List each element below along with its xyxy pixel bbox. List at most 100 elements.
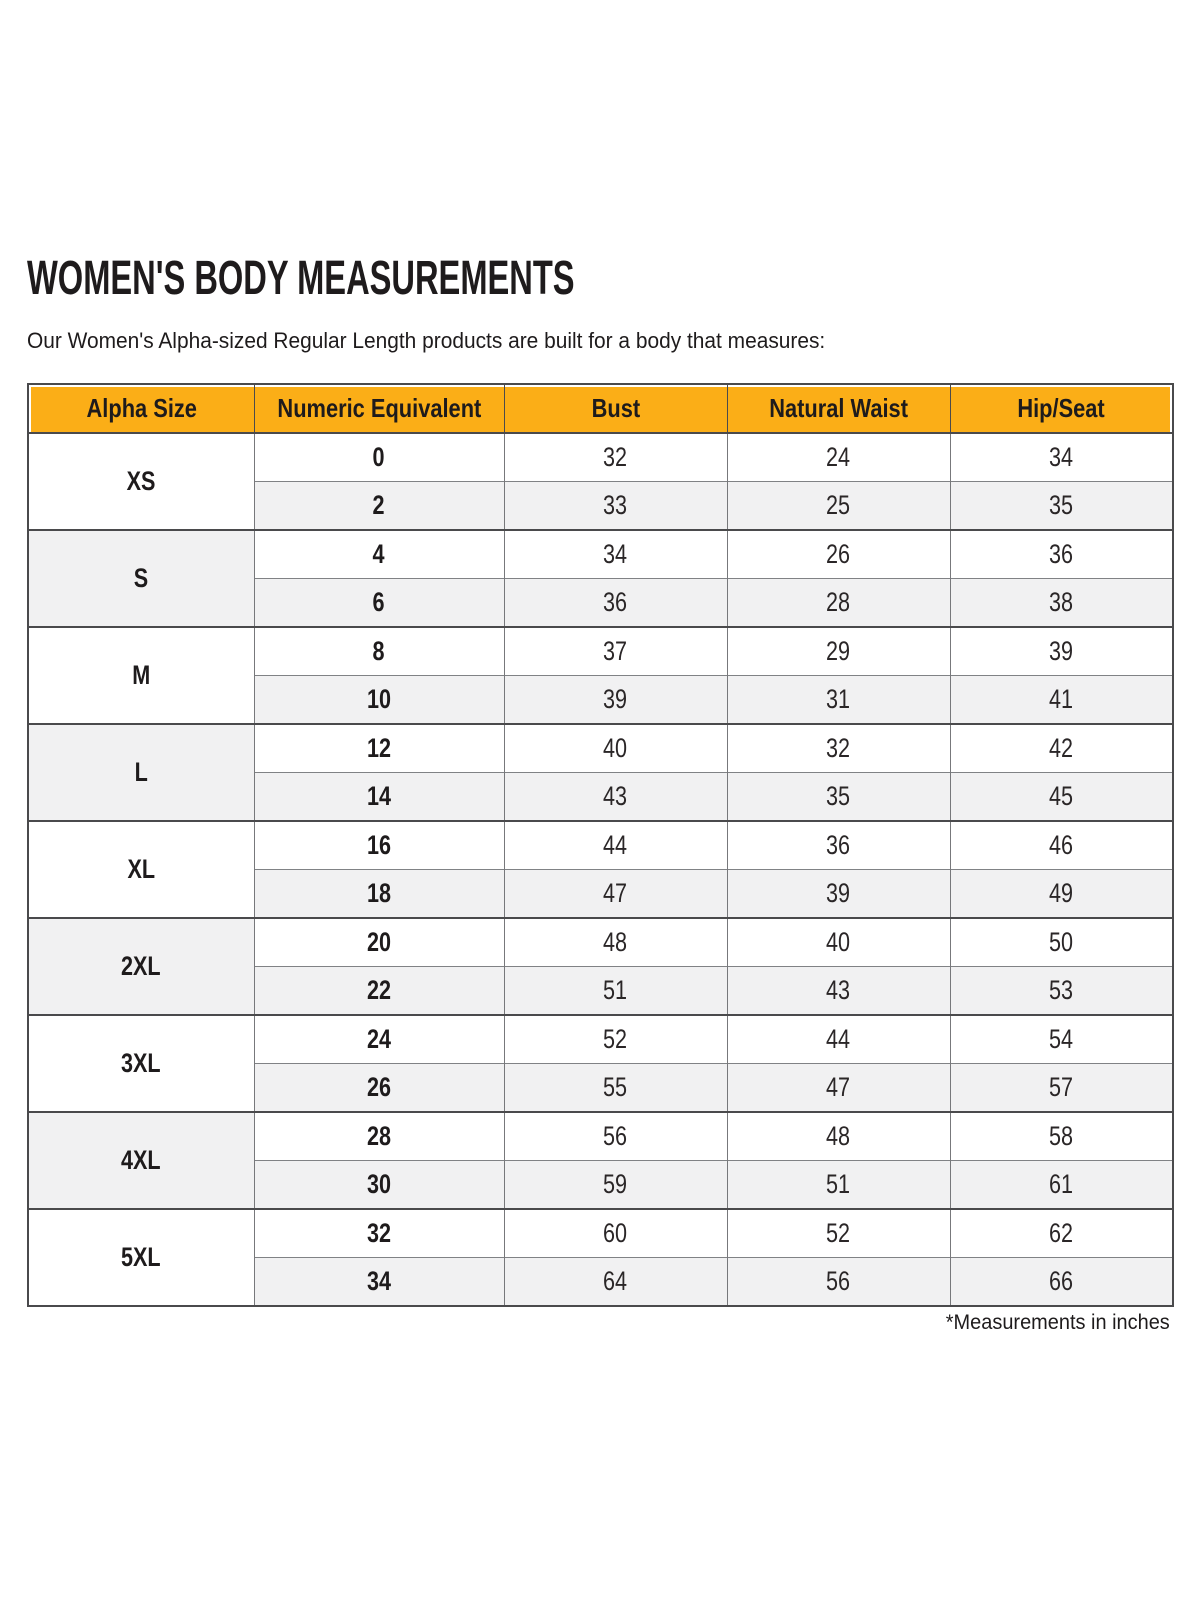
- table-row: 18 47 39 49: [28, 869, 1173, 918]
- waist-cell: 32: [726, 724, 950, 773]
- hip-cell: 50: [949, 918, 1173, 967]
- bust-cell: 55: [503, 1063, 727, 1112]
- table-row: 4XL 28 56 48 58: [27, 1112, 1173, 1209]
- table-row: 6 36 28 38: [28, 578, 1173, 627]
- waist-cell: 25: [726, 481, 950, 530]
- hip-cell: 57: [949, 1063, 1173, 1112]
- table-row: 2 33 25 35: [28, 481, 1173, 530]
- hip-cell: 42: [949, 724, 1173, 773]
- numeric-cell: 26: [253, 1063, 504, 1112]
- bust-cell: 51: [503, 966, 727, 1015]
- hip-cell: 45: [949, 772, 1173, 821]
- waist-cell: 48: [726, 1112, 950, 1161]
- alpha-size-cell: L: [27, 724, 254, 821]
- page-title: WOMEN'S BODY MEASUREMENTS: [27, 252, 575, 305]
- hip-cell: 62: [949, 1209, 1173, 1258]
- alpha-size-cell: S: [27, 530, 254, 627]
- alpha-size-cell: 3XL: [27, 1015, 254, 1112]
- bust-cell: 52: [503, 1015, 727, 1064]
- waist-cell: 26: [726, 530, 950, 579]
- numeric-cell: 10: [253, 675, 504, 724]
- waist-cell: 52: [726, 1209, 950, 1258]
- header-numeric-equivalent: Numeric Equivalent: [253, 384, 504, 434]
- header-numeric-equivalent-label: Numeric Equivalent: [277, 393, 481, 423]
- hip-cell: 54: [949, 1015, 1173, 1064]
- numeric-cell: 28: [253, 1112, 504, 1161]
- table-row: 3XL 24 52 44 54: [27, 1015, 1173, 1112]
- table-row: S 4 34 26 36: [27, 530, 1173, 627]
- table-row: 30 59 51 61: [28, 1160, 1173, 1209]
- waist-cell: 35: [726, 772, 950, 821]
- numeric-cell: 14: [253, 772, 504, 821]
- bust-cell: 33: [503, 481, 727, 530]
- waist-cell: 51: [726, 1160, 950, 1209]
- hip-cell: 66: [949, 1257, 1173, 1306]
- table-row: 2XL 20 48 40 50: [27, 918, 1173, 1015]
- hip-cell: 35: [949, 481, 1173, 530]
- page-subtitle: Our Women's Alpha-sized Regular Length p…: [27, 328, 826, 353]
- header-natural-waist-label: Natural Waist: [769, 393, 908, 423]
- table-row: XL 16 44 36 46: [27, 821, 1173, 918]
- numeric-cell: 8: [253, 627, 504, 676]
- numeric-cell: 18: [253, 869, 504, 918]
- numeric-cell: 16: [253, 821, 504, 870]
- header-alpha-size: Alpha Size: [27, 384, 254, 434]
- hip-cell: 36: [949, 530, 1173, 579]
- hip-cell: 41: [949, 675, 1173, 724]
- table-row: 10 39 31 41: [28, 675, 1173, 724]
- alpha-size-cell: M: [27, 627, 254, 724]
- bust-cell: 44: [503, 821, 727, 870]
- size-chart-table: Alpha Size Numeric Equivalent Bust Natur…: [27, 383, 1174, 1307]
- header-hip-seat-label: Hip/Seat: [1017, 393, 1105, 423]
- table-row: 14 43 35 45: [28, 772, 1173, 821]
- waist-cell: 39: [726, 869, 950, 918]
- table-row: 34 64 56 66: [28, 1257, 1173, 1306]
- bust-cell: 34: [503, 530, 727, 579]
- hip-cell: 53: [949, 966, 1173, 1015]
- hip-cell: 39: [949, 627, 1173, 676]
- hip-cell: 58: [949, 1112, 1173, 1161]
- bust-cell: 32: [503, 433, 727, 482]
- alpha-size-cell: 5XL: [27, 1209, 254, 1306]
- alpha-size-cell: XS: [27, 433, 254, 530]
- hip-cell: 46: [949, 821, 1173, 870]
- numeric-cell: 32: [253, 1209, 504, 1258]
- numeric-cell: 2: [253, 481, 504, 530]
- bust-cell: 39: [503, 675, 727, 724]
- bust-cell: 64: [503, 1257, 727, 1306]
- bust-cell: 60: [503, 1209, 727, 1258]
- header-hip-seat: Hip/Seat: [949, 384, 1173, 434]
- waist-cell: 29: [726, 627, 950, 676]
- bust-cell: 59: [503, 1160, 727, 1209]
- waist-cell: 44: [726, 1015, 950, 1064]
- measurements-footnote: *Measurements in inches: [946, 1311, 1170, 1334]
- bust-cell: 36: [503, 578, 727, 627]
- bust-cell: 43: [503, 772, 727, 821]
- table-row: 22 51 43 53: [28, 966, 1173, 1015]
- bust-cell: 56: [503, 1112, 727, 1161]
- waist-cell: 56: [726, 1257, 950, 1306]
- table-row: 5XL 32 60 52 62: [27, 1209, 1173, 1306]
- table-row: XS 0 32 24 34: [27, 433, 1173, 530]
- bust-cell: 40: [503, 724, 727, 773]
- table-row: M 8 37 29 39: [27, 627, 1173, 724]
- alpha-size-cell: 4XL: [27, 1112, 254, 1209]
- waist-cell: 28: [726, 578, 950, 627]
- numeric-cell: 0: [253, 433, 504, 482]
- header-row: Alpha Size Numeric Equivalent Bust Natur…: [27, 384, 1173, 434]
- table-row: L 12 40 32 42: [27, 724, 1173, 821]
- bust-cell: 48: [503, 918, 727, 967]
- waist-cell: 31: [726, 675, 950, 724]
- numeric-cell: 34: [253, 1257, 504, 1306]
- header-alpha-size-label: Alpha Size: [86, 393, 197, 423]
- alpha-size-cell: 2XL: [27, 918, 254, 1015]
- waist-cell: 47: [726, 1063, 950, 1112]
- waist-cell: 36: [726, 821, 950, 870]
- header-bust-label: Bust: [591, 393, 640, 423]
- table-header: Alpha Size Numeric Equivalent Bust Natur…: [27, 384, 1173, 434]
- header-bust: Bust: [503, 384, 727, 434]
- numeric-cell: 12: [253, 724, 504, 773]
- numeric-cell: 22: [253, 966, 504, 1015]
- bust-cell: 37: [503, 627, 727, 676]
